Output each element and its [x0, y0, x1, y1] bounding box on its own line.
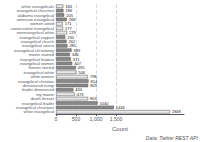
- svg-text:evangelical churches: evangelical churches: [16, 8, 54, 14]
- svg-text:alabama evangelical: alabama evangelical: [17, 12, 54, 18]
- svg-text:Data: Twitter REST API: Data: Twitter REST API: [146, 135, 199, 141]
- svg-text:evangelical christians: evangelical christians: [16, 104, 54, 110]
- svg-text:white evangelicals: white evangelicals: [21, 3, 54, 9]
- svg-text:1040: 1040: [100, 101, 110, 106]
- svg-text:184: 184: [65, 3, 72, 9]
- svg-text:evangelical support: evangelical support: [19, 34, 54, 40]
- svg-text:285: 285: [69, 43, 77, 49]
- svg-text:279: 279: [69, 30, 76, 36]
- svg-text:evangelical white: evangelical white: [23, 69, 54, 75]
- svg-text:evangelical leader: evangelical leader: [21, 100, 54, 106]
- svg-text:evangelical christian: evangelical christian: [18, 78, 54, 84]
- svg-text:evangelical leaders: evangelical leaders: [19, 56, 54, 62]
- svg-text:evangelical church: evangelical church: [20, 38, 54, 44]
- svg-text:262: 262: [68, 38, 76, 44]
- svg-text:white evangelical: white evangelical: [24, 109, 55, 114]
- svg-text:500: 500: [72, 116, 81, 122]
- svg-text:leader denounced: leader denounced: [22, 87, 54, 93]
- svg-text:798: 798: [89, 74, 97, 80]
- svg-text:0: 0: [55, 116, 58, 122]
- svg-text:814: 814: [90, 78, 98, 84]
- svg-text:171: 171: [64, 21, 72, 27]
- svg-text:1446: 1446: [116, 105, 126, 110]
- svg-text:346: 346: [71, 52, 79, 58]
- svg-text:nonevangelical white: nonevangelical white: [16, 30, 54, 36]
- svg-text:death threats: death threats: [30, 96, 54, 102]
- svg-text:evangelical voters: evangelical voters: [22, 43, 54, 49]
- svg-text:evangelical christianity: evangelical christianity: [14, 47, 54, 53]
- svg-text:white women: white women: [30, 74, 54, 80]
- svg-text:moore stained: moore stained: [28, 52, 54, 58]
- svg-text:205: 205: [66, 12, 73, 18]
- svg-text:407: 407: [74, 60, 81, 66]
- svg-text:denounced trump: denounced trump: [22, 82, 54, 88]
- svg-text:268: 268: [68, 16, 76, 22]
- svg-text:389: 389: [73, 47, 81, 53]
- svg-text:803: 803: [90, 96, 97, 101]
- svg-text:2848: 2848: [172, 109, 182, 114]
- svg-text:women voted: women voted: [30, 21, 54, 27]
- svg-text:evangelical women: evangelical women: [20, 60, 54, 66]
- svg-text:434: 434: [75, 87, 82, 93]
- svg-text:371: 371: [72, 56, 80, 62]
- svg-text:177: 177: [65, 25, 72, 31]
- svg-text:threats started: threats started: [28, 65, 54, 71]
- svg-text:473: 473: [77, 92, 84, 97]
- svg-text:conservative evangelical: conservative evangelical: [10, 25, 54, 31]
- svg-text:495: 495: [77, 65, 85, 71]
- svg-text:roy moore: roy moore: [36, 91, 54, 97]
- svg-text:506: 506: [78, 70, 85, 75]
- svg-text:american evangelical: american evangelical: [16, 16, 54, 22]
- svg-text:1,000: 1,000: [90, 116, 103, 122]
- svg-text:186: 186: [65, 8, 73, 14]
- svg-text:Count: Count: [112, 126, 128, 132]
- svg-text:1,500: 1,500: [110, 116, 123, 122]
- svg-text:230: 230: [67, 34, 74, 40]
- svg-text:805: 805: [90, 83, 97, 88]
